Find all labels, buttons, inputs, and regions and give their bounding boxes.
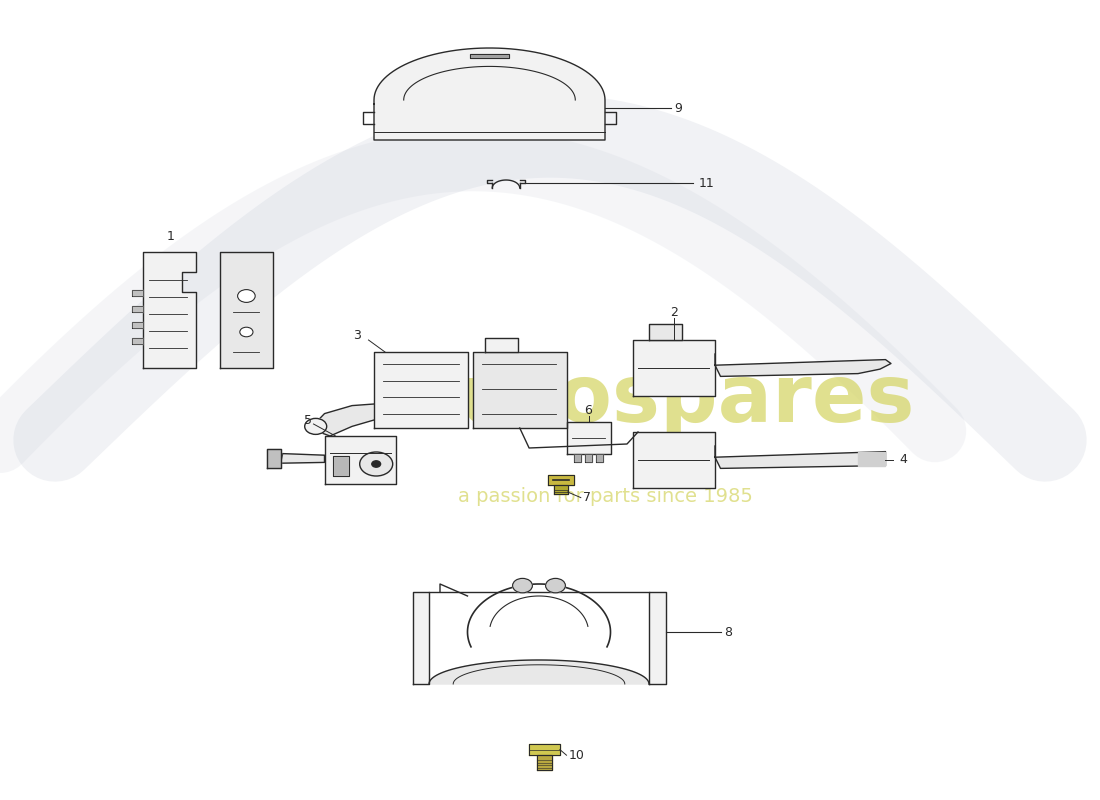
- Polygon shape: [585, 454, 592, 462]
- Polygon shape: [548, 475, 574, 485]
- Circle shape: [305, 418, 327, 434]
- Polygon shape: [143, 252, 196, 368]
- Text: a passion for parts since 1985: a passion for parts since 1985: [458, 486, 752, 506]
- Polygon shape: [537, 755, 552, 770]
- Text: 4: 4: [900, 454, 908, 466]
- Text: 7: 7: [583, 491, 591, 504]
- Polygon shape: [324, 436, 396, 484]
- Text: 10: 10: [569, 749, 584, 762]
- Polygon shape: [485, 338, 518, 352]
- Text: 11: 11: [698, 177, 714, 190]
- Polygon shape: [596, 454, 603, 462]
- Circle shape: [238, 290, 255, 302]
- Polygon shape: [132, 338, 143, 344]
- Text: 1: 1: [166, 230, 175, 242]
- Polygon shape: [333, 456, 349, 476]
- Polygon shape: [632, 340, 715, 396]
- Text: 5: 5: [304, 414, 312, 426]
- Polygon shape: [632, 432, 715, 488]
- Text: 6: 6: [584, 404, 593, 417]
- Polygon shape: [412, 592, 429, 684]
- Circle shape: [240, 327, 253, 337]
- Polygon shape: [317, 404, 374, 436]
- Polygon shape: [132, 306, 143, 312]
- Polygon shape: [473, 352, 566, 428]
- Text: 9: 9: [674, 102, 682, 114]
- Polygon shape: [649, 324, 682, 340]
- Text: 2: 2: [670, 306, 678, 318]
- Circle shape: [360, 452, 393, 476]
- Polygon shape: [374, 352, 467, 428]
- Polygon shape: [429, 660, 649, 684]
- Text: 8: 8: [724, 626, 732, 638]
- Polygon shape: [220, 252, 273, 368]
- Circle shape: [546, 578, 565, 593]
- Polygon shape: [132, 290, 143, 296]
- Polygon shape: [374, 48, 605, 140]
- Text: eurospares: eurospares: [405, 361, 915, 439]
- Polygon shape: [566, 422, 610, 454]
- Polygon shape: [529, 744, 560, 755]
- Polygon shape: [715, 446, 886, 468]
- Polygon shape: [715, 354, 891, 377]
- Polygon shape: [280, 454, 324, 463]
- Text: 3: 3: [353, 330, 362, 342]
- Circle shape: [513, 578, 532, 593]
- Polygon shape: [649, 592, 666, 684]
- Polygon shape: [132, 322, 143, 328]
- Polygon shape: [858, 451, 886, 466]
- Polygon shape: [574, 454, 581, 462]
- Polygon shape: [554, 485, 568, 494]
- Circle shape: [372, 461, 381, 467]
- Polygon shape: [470, 54, 509, 58]
- Polygon shape: [267, 449, 280, 468]
